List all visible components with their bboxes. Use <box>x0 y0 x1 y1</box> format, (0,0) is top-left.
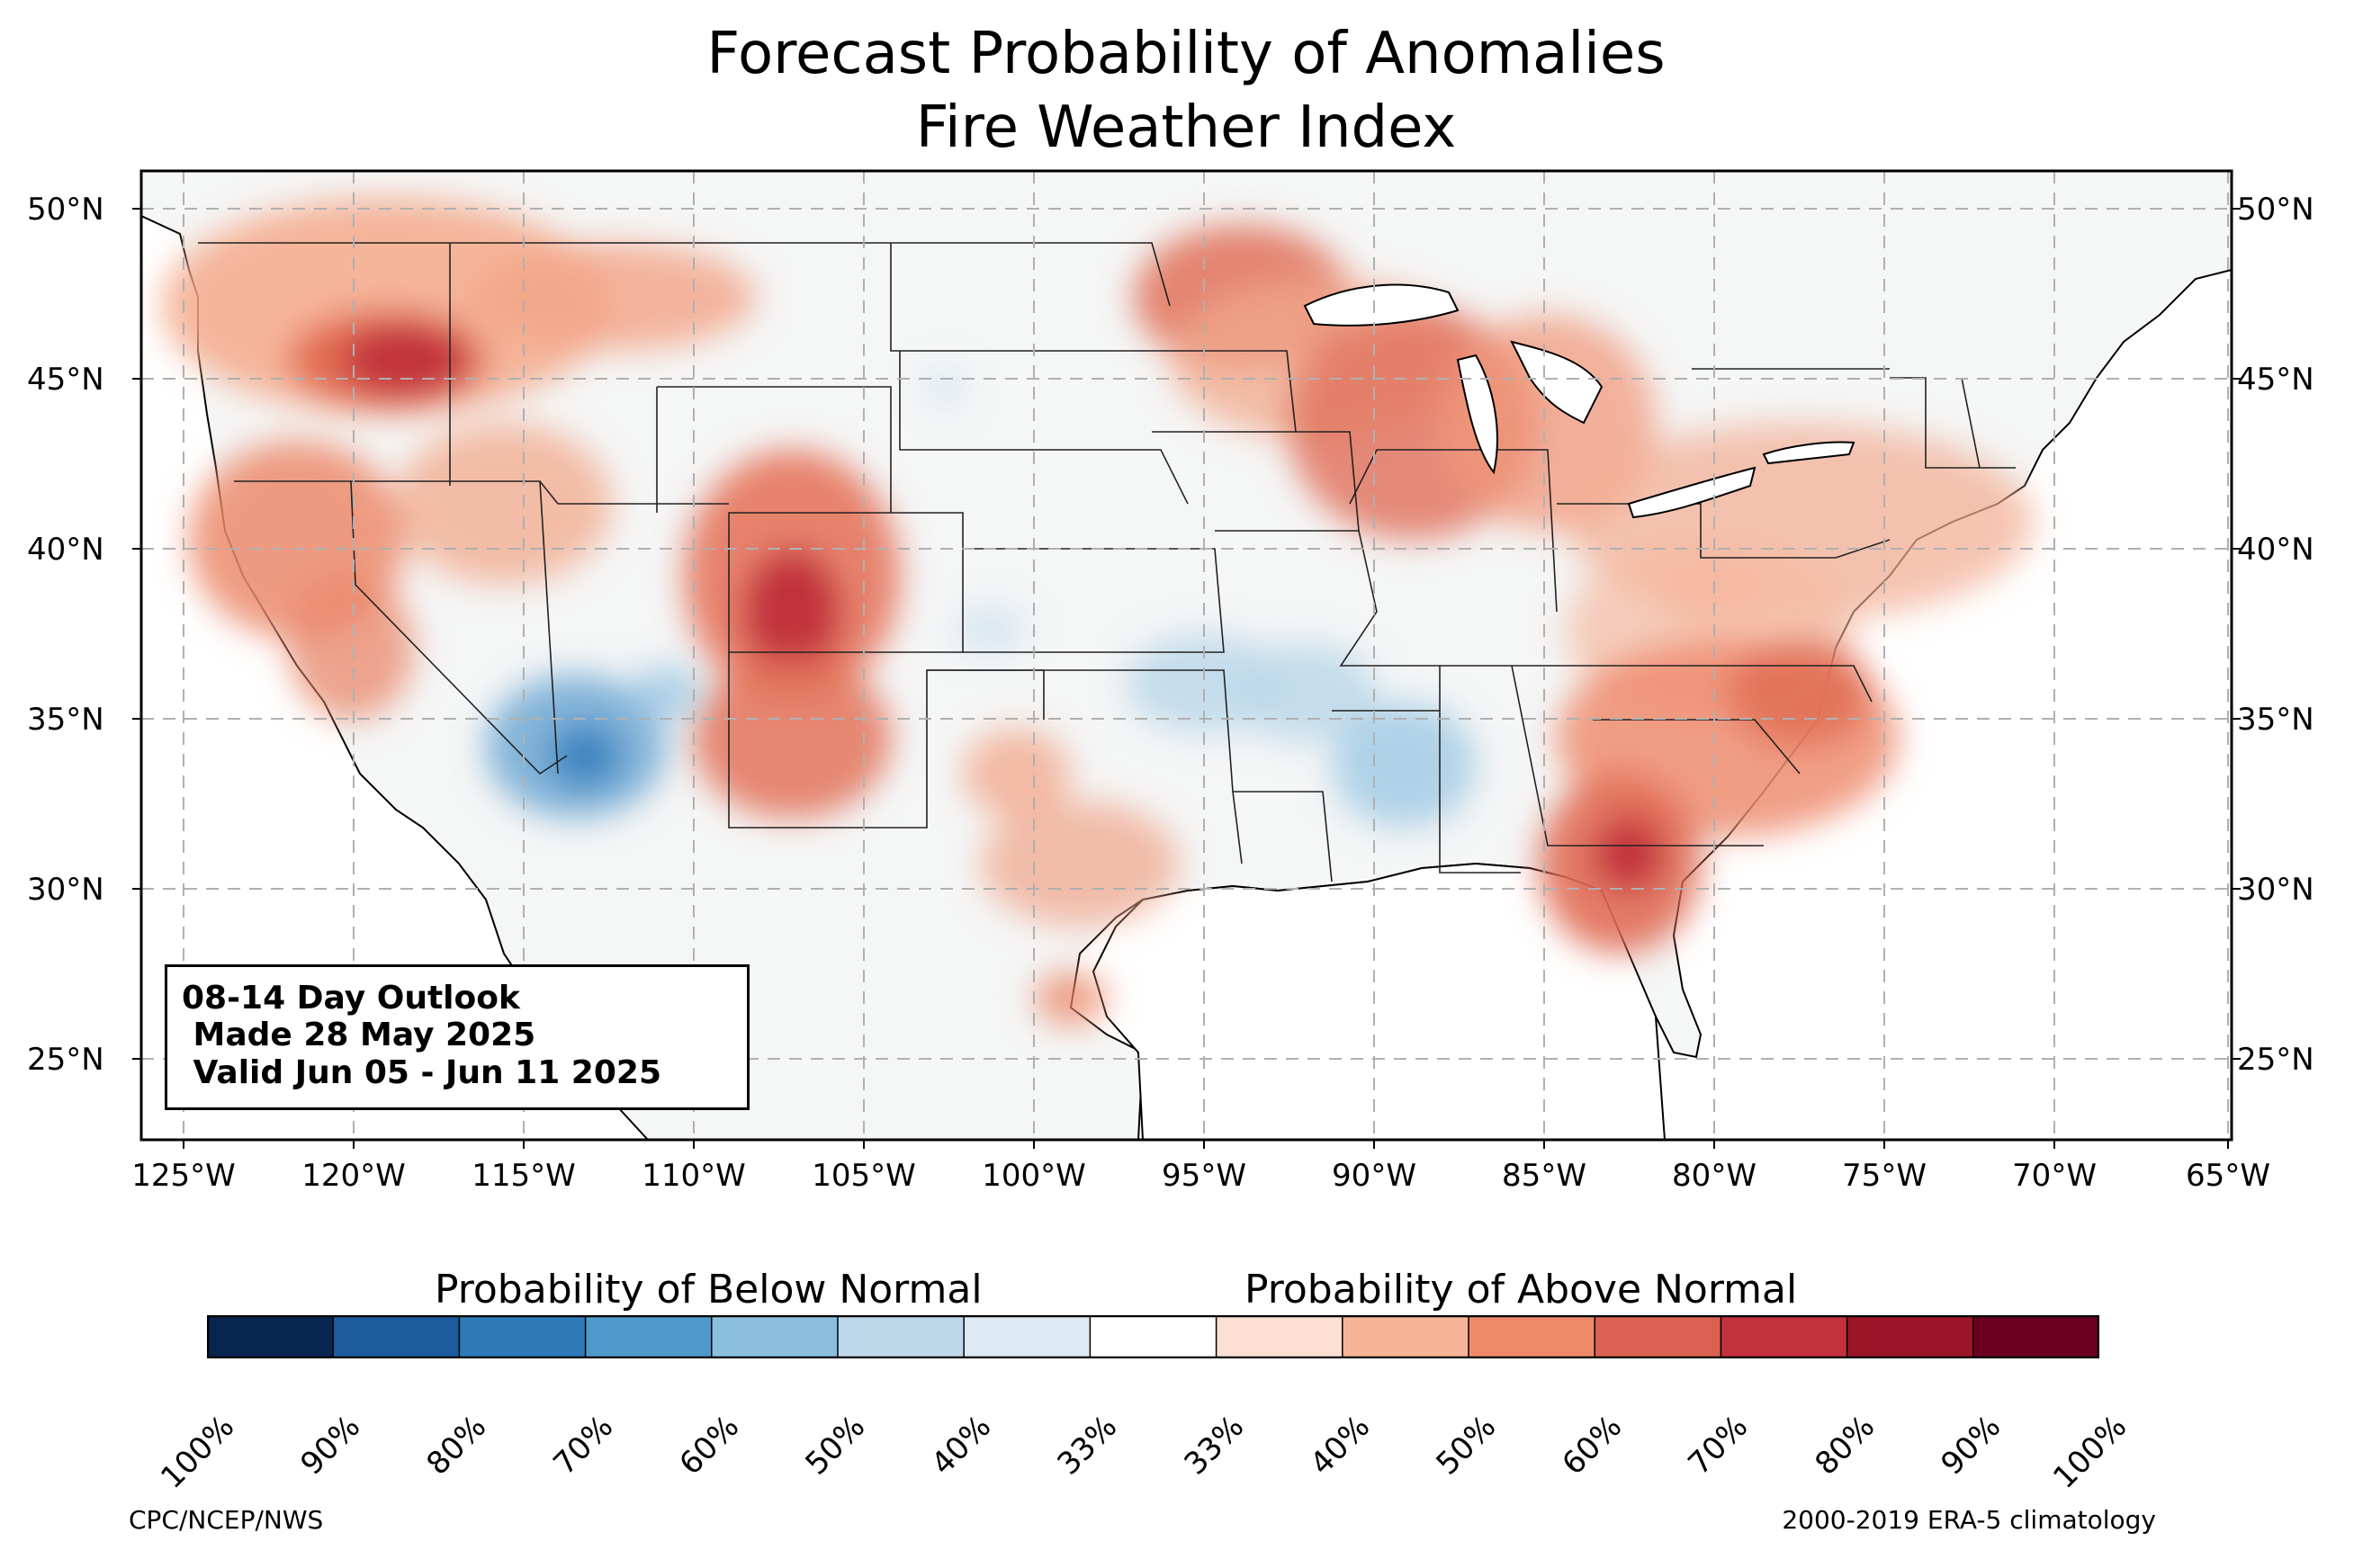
colorbar-segment <box>1595 1315 1721 1358</box>
colorbar-segment <box>1846 1315 1974 1358</box>
great-lakes <box>1303 283 1855 519</box>
outlook-made-date: Made 28 May 2025 <box>182 1017 536 1054</box>
lon-label: 70°W <box>2012 1158 2097 1194</box>
map-frame <box>139 169 2233 1142</box>
axis-ticks <box>132 208 2241 1149</box>
colorbar-segment <box>838 1315 965 1358</box>
colorbar-segment <box>1469 1315 1595 1358</box>
lat-label-right: 25°N <box>2237 1042 2314 1078</box>
outlook-period: 08-14 Day Outlook <box>182 980 520 1017</box>
colorbar-segment <box>333 1315 460 1358</box>
outlook-valid-range: Valid Jun 05 - Jun 11 2025 <box>182 1053 662 1091</box>
lon-label: 75°W <box>1842 1158 1927 1194</box>
lat-label-right: 30°N <box>2237 872 2314 908</box>
outlook-info-box: 08-14 Day Outlook Made 28 May 2025 Valid… <box>165 964 750 1110</box>
lat-label-left: 35°N <box>27 702 104 738</box>
colorbar-segment <box>1721 1315 1848 1358</box>
state-boundaries <box>198 242 2016 883</box>
climatology-note: 2000-2019 ERA-5 climatology <box>1782 1505 2156 1535</box>
gridlines <box>141 171 2232 1140</box>
colorbar-segment <box>711 1315 839 1358</box>
lat-label-left: 45°N <box>27 362 104 398</box>
colorbar-segment <box>585 1315 713 1358</box>
lon-label: 115°W <box>472 1158 576 1194</box>
lat-label-left: 25°N <box>27 1042 104 1078</box>
lon-label: 95°W <box>1162 1158 1246 1194</box>
lon-label: 100°W <box>982 1158 1086 1194</box>
lon-label: 65°W <box>2186 1158 2270 1194</box>
lon-label: 105°W <box>812 1158 916 1194</box>
chart-title-line2: Fire Weather Index <box>915 94 1457 161</box>
colorbar-below-label: Probability of Below Normal <box>435 1267 983 1313</box>
colorbar-segment <box>1090 1315 1217 1358</box>
lon-label: 110°W <box>642 1158 746 1194</box>
chart-title-line1: Forecast Probability of Anomalies <box>706 21 1666 87</box>
lat-label-right: 45°N <box>2237 362 2314 398</box>
map-panel <box>141 171 2232 1140</box>
lon-label: 80°W <box>1672 1158 1757 1194</box>
colorbar <box>207 1315 2099 1358</box>
lon-label: 125°W <box>131 1158 236 1194</box>
colorbar-segment <box>459 1315 587 1358</box>
lon-label: 85°W <box>1502 1158 1586 1194</box>
colorbar-segment <box>1972 1315 2099 1358</box>
lat-label-left: 40°N <box>27 532 104 568</box>
lon-label: 120°W <box>301 1158 406 1194</box>
lat-label-right: 35°N <box>2237 702 2314 738</box>
colorbar-segment <box>207 1315 334 1358</box>
lat-label-right: 50°N <box>2237 192 2314 228</box>
lon-label: 90°W <box>1332 1158 1416 1194</box>
colorbar-frame <box>207 1315 2099 1358</box>
colorbar-segment <box>1342 1315 1469 1358</box>
lat-label-left: 50°N <box>27 192 104 228</box>
source-credit: CPC/NCEP/NWS <box>129 1505 324 1535</box>
colorbar-segment <box>1216 1315 1343 1358</box>
colorbar-segment <box>964 1315 1091 1358</box>
lat-label-left: 30°N <box>27 872 104 908</box>
colorbar-above-label: Probability of Above Normal <box>1244 1267 1798 1313</box>
lat-label-right: 40°N <box>2237 532 2314 568</box>
